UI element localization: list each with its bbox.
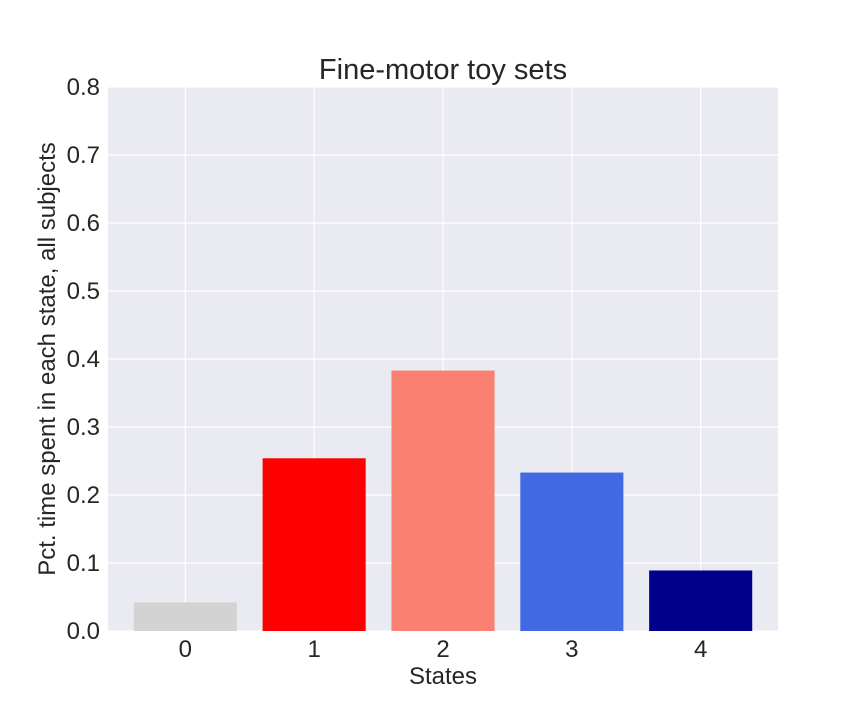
bar-state-3: [520, 472, 624, 631]
y-tick-label: 0.5: [67, 278, 100, 305]
y-axis-label: Pct. time spent in each state, all subje…: [34, 142, 61, 576]
y-tick-label: 0.7: [67, 142, 100, 169]
bar-state-4: [649, 570, 753, 631]
x-tick-label: 3: [565, 636, 578, 663]
chart-title: Fine-motor toy sets: [319, 54, 567, 86]
y-tick-label: 0.6: [67, 210, 100, 237]
x-tick-label: 1: [307, 636, 320, 663]
x-tick-label: 4: [694, 636, 707, 663]
y-tick-label: 0.3: [67, 414, 100, 441]
y-tick-label: 0.0: [67, 618, 100, 645]
y-tick-label: 0.1: [67, 550, 100, 577]
x-tick-label: 0: [179, 636, 192, 663]
y-tick-labels: 0.0 0.1 0.2 0.3 0.4 0.5 0.6 0.7 0.8: [67, 74, 100, 645]
bars: [133, 370, 753, 631]
bar-state-2: [391, 370, 495, 631]
y-tick-label: 0.4: [67, 346, 100, 373]
bar-state-0: [133, 602, 237, 631]
x-tick-label: 2: [436, 636, 449, 663]
bar-state-1: [262, 458, 366, 631]
y-tick-label: 0.8: [67, 74, 100, 101]
x-tick-labels: 0 1 2 3 4: [179, 636, 708, 663]
y-tick-label: 0.2: [67, 482, 100, 509]
x-axis-label: States: [409, 663, 477, 690]
